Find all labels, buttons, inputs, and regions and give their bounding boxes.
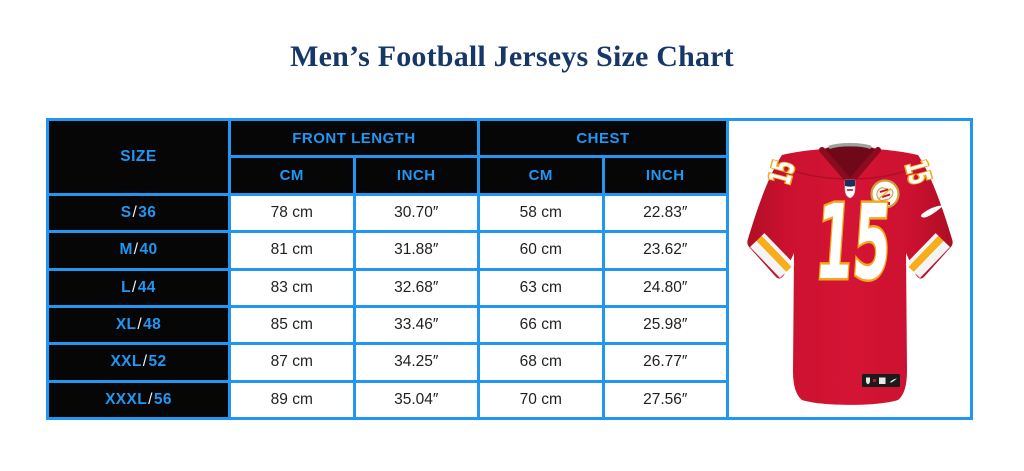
svg-text:15: 15 xyxy=(811,184,894,303)
measurement-cell: 66 cm xyxy=(480,307,602,343)
size-row-label: L/44 xyxy=(49,270,228,305)
measurement-cell: 58 cm xyxy=(480,196,602,231)
size-row-label: M/40 xyxy=(49,233,228,268)
size-row-label: XXXL/56 xyxy=(49,382,228,417)
measurement-cell: 26.77″ xyxy=(604,345,726,380)
neck-opening xyxy=(822,145,877,181)
jersey-body xyxy=(746,144,953,405)
sleeve-stripes-left xyxy=(749,233,794,278)
collar-inner-tape xyxy=(827,143,872,150)
measurement-cell: 23.62″ xyxy=(604,233,726,268)
size-row-label: XL/48 xyxy=(49,307,228,343)
jersey-hem-tag xyxy=(861,374,900,387)
measurement-cell: 68 cm xyxy=(480,345,602,380)
chiefs-logo-patch-icon xyxy=(869,179,900,209)
measurement-cell: 89 cm xyxy=(231,382,353,417)
subheader-chest-cm: CM xyxy=(480,158,602,193)
measurement-cell: 34.25″ xyxy=(355,345,477,380)
measurement-cell: 35.04″ xyxy=(355,382,477,417)
nike-swoosh-icon xyxy=(920,205,944,218)
measurement-cell: 22.83″ xyxy=(604,196,726,231)
sleeve-stripes-right xyxy=(905,233,950,278)
subheader-chest-inch: INCH xyxy=(604,158,726,193)
subheader-front-cm: CM xyxy=(231,158,353,193)
jersey-number-chest: 15 xyxy=(810,182,896,305)
measurement-cell: 81 cm xyxy=(231,233,353,268)
column-header-front-length: FRONT LENGTH xyxy=(231,121,477,155)
size-row-label: S/36 xyxy=(49,196,228,231)
size-grid: SIZE FRONT LENGTH CHEST CM INCH CM INCH … xyxy=(49,121,726,417)
jersey-illustration: 15 15 15 xyxy=(746,143,953,405)
measurement-cell: 31.88″ xyxy=(355,233,477,268)
measurement-cell: 33.46″ xyxy=(355,307,477,343)
page-title: Men’s Football Jerseys Size Chart xyxy=(290,40,734,73)
size-chart-table: SIZE FRONT LENGTH CHEST CM INCH CM INCH … xyxy=(46,118,973,420)
column-header-chest: CHEST xyxy=(480,121,726,155)
subheader-front-inch: INCH xyxy=(355,158,477,193)
measurement-cell: 30.70″ xyxy=(355,196,477,231)
column-header-size: SIZE xyxy=(49,121,228,193)
nfl-shield-icon xyxy=(844,179,855,199)
measurement-cell: 27.56″ xyxy=(604,382,726,417)
measurement-cell: 25.98″ xyxy=(604,307,726,343)
measurement-cell: 32.68″ xyxy=(355,270,477,305)
measurement-cell: 70 cm xyxy=(480,382,602,417)
jersey-photo: 15 15 15 xyxy=(729,121,970,417)
measurement-cell: 83 cm xyxy=(231,270,353,305)
measurement-cell: 87 cm xyxy=(231,345,353,380)
measurement-cell: 85 cm xyxy=(231,307,353,343)
measurement-cell: 60 cm xyxy=(480,233,602,268)
measurement-cell: 24.80″ xyxy=(604,270,726,305)
size-row-label: XXL/52 xyxy=(49,345,228,380)
measurement-cell: 78 cm xyxy=(231,196,353,231)
measurement-cell: 63 cm xyxy=(480,270,602,305)
